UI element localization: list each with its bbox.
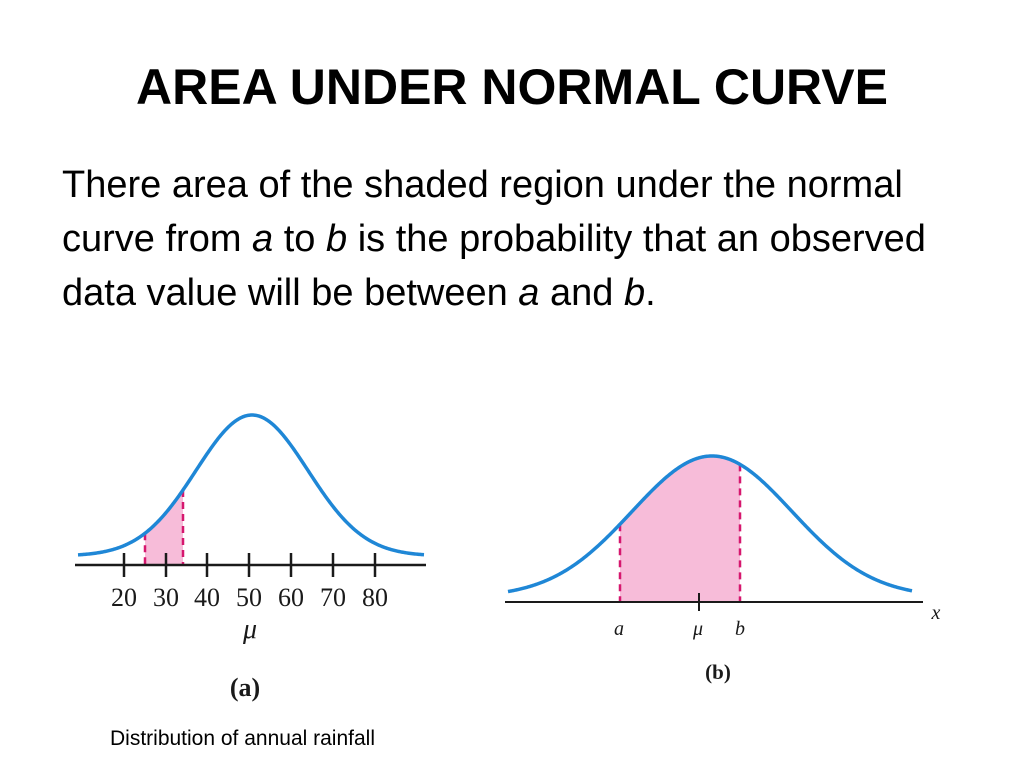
body-text-part: . — [645, 272, 656, 314]
variable-b: b — [326, 218, 348, 260]
normal-curve-a — [77, 413, 425, 557]
body-text-part: There area of the shaded region under th… — [62, 164, 903, 260]
panel-label-a: (a) — [230, 673, 260, 702]
figure-caption: Distribution of annual rainfall — [110, 727, 375, 750]
mu-label-b: μ — [692, 618, 703, 640]
variable-b: b — [623, 272, 646, 314]
mu-label-a: μ — [242, 614, 257, 645]
body-text-part: and — [539, 272, 624, 314]
figure-a: 20 30 40 50 60 70 80 μ (a) — [75, 413, 426, 702]
b-label: b — [735, 618, 745, 640]
variable-a: a — [252, 218, 274, 260]
normal-curve-b — [507, 454, 913, 594]
tick-label: 70 — [320, 583, 346, 612]
tick-label: 50 — [236, 583, 262, 612]
body-text-part: to — [273, 218, 326, 260]
tick-label: 20 — [111, 583, 137, 612]
shaded-region-a — [145, 490, 183, 565]
tick-marks-a — [122, 553, 377, 577]
body-text: There area of the shaded region under th… — [62, 158, 982, 320]
a-label: a — [614, 618, 624, 640]
slide-title: AREA UNDER NORMAL CURVE — [136, 59, 888, 115]
body-text-part: is the probability that an observed data… — [62, 218, 926, 314]
tick-label: 60 — [278, 583, 304, 612]
tick-label: 40 — [194, 583, 220, 612]
variable-a: a — [518, 272, 540, 314]
tick-label: 80 — [362, 583, 388, 612]
shaded-region-b — [620, 456, 740, 602]
figure-b: a μ b x (b) — [505, 454, 941, 684]
tick-label: 30 — [153, 583, 179, 612]
x-axis-label: x — [931, 602, 941, 624]
panel-label-b: (b) — [705, 660, 731, 684]
